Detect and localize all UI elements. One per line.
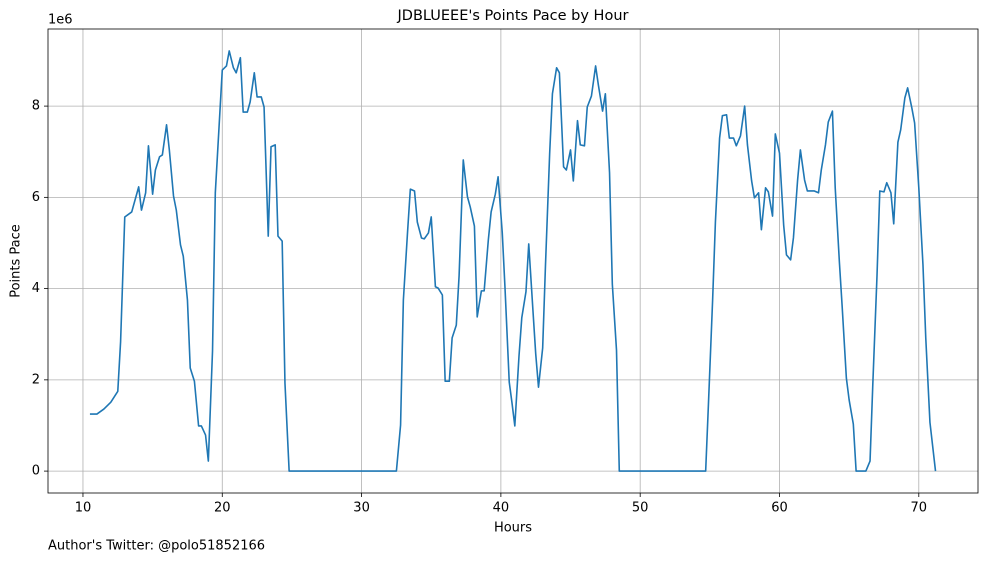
y-offset-label: 1e6 <box>48 13 73 28</box>
x-tick-label: 60 <box>771 501 788 516</box>
x-tick-label: 30 <box>353 501 370 516</box>
x-tick-label: 40 <box>493 501 510 516</box>
y-tick-label: 6 <box>32 190 40 205</box>
plot-frame <box>47 28 979 494</box>
chart-title: JDBLUEEE's Points Pace by Hour <box>397 8 629 24</box>
x-axis-label: Hours <box>494 521 532 536</box>
x-tick-label: 50 <box>632 501 649 516</box>
x-tick-label: 20 <box>214 501 231 516</box>
footnote: Author's Twitter: @polo51852166 <box>48 539 265 554</box>
y-tick-label: 2 <box>32 372 40 387</box>
y-axis-label: Points Pace <box>9 224 24 298</box>
y-tick-label: 4 <box>32 281 40 296</box>
x-tick-label: 10 <box>75 501 92 516</box>
x-tick-label: 70 <box>911 501 928 516</box>
y-tick-label: 8 <box>32 99 40 114</box>
data-line <box>89 50 937 472</box>
y-tick-label: 0 <box>32 464 40 479</box>
